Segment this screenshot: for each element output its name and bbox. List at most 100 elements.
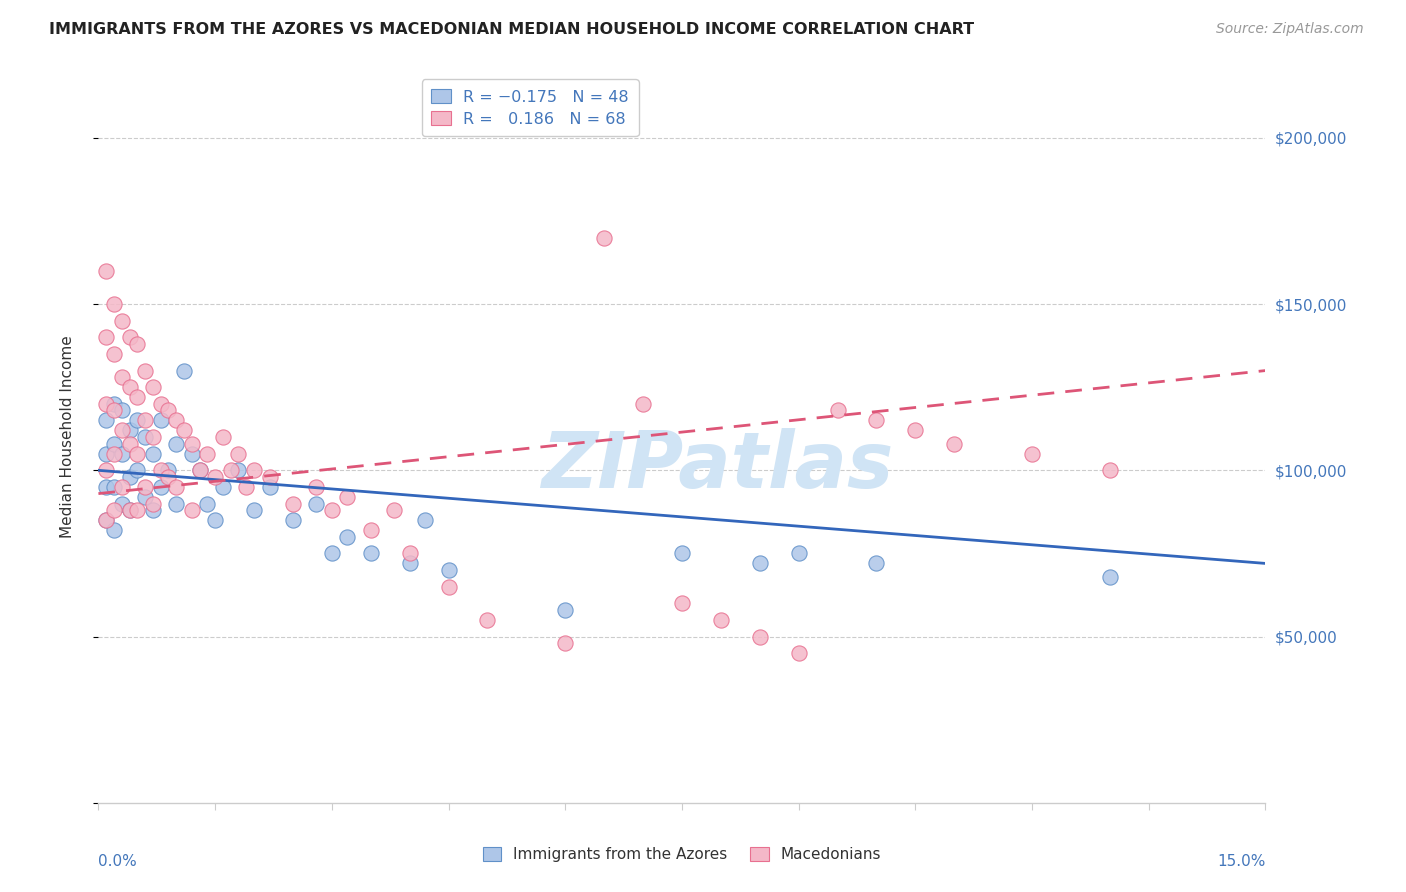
Point	[149, 463, 172, 477]
Point	[103, 523, 125, 537]
Point	[142, 447, 165, 461]
Point	[554, 603, 576, 617]
Point	[157, 463, 180, 477]
Point	[96, 413, 118, 427]
Point	[827, 403, 849, 417]
Point	[865, 557, 887, 571]
Point	[259, 470, 281, 484]
Point	[96, 513, 118, 527]
Point	[219, 463, 242, 477]
Point	[127, 447, 149, 461]
Point	[554, 636, 576, 650]
Point	[165, 497, 187, 511]
Point	[787, 646, 810, 660]
Point	[235, 480, 257, 494]
Point	[96, 447, 118, 461]
Point	[437, 563, 460, 577]
Text: ZIPatlas: ZIPatlas	[541, 428, 893, 504]
Point	[204, 513, 226, 527]
Point	[1021, 447, 1043, 461]
Point	[195, 447, 218, 461]
Point	[142, 503, 165, 517]
Point	[96, 264, 118, 278]
Point	[382, 503, 405, 517]
Point	[173, 363, 195, 377]
Point	[111, 403, 134, 417]
Point	[593, 230, 616, 244]
Text: IMMIGRANTS FROM THE AZORES VS MACEDONIAN MEDIAN HOUSEHOLD INCOME CORRELATION CHA: IMMIGRANTS FROM THE AZORES VS MACEDONIAN…	[49, 22, 974, 37]
Point	[212, 430, 235, 444]
Point	[96, 330, 118, 344]
Point	[103, 347, 125, 361]
Point	[134, 430, 156, 444]
Point	[243, 463, 266, 477]
Point	[127, 390, 149, 404]
Point	[360, 546, 382, 560]
Point	[127, 413, 149, 427]
Point	[180, 447, 202, 461]
Point	[671, 596, 693, 610]
Point	[228, 447, 250, 461]
Point	[165, 413, 187, 427]
Point	[865, 413, 887, 427]
Point	[195, 497, 218, 511]
Point	[103, 447, 125, 461]
Point	[204, 470, 226, 484]
Point	[631, 397, 654, 411]
Point	[111, 314, 134, 328]
Point	[321, 503, 343, 517]
Point	[149, 397, 172, 411]
Point	[142, 430, 165, 444]
Point	[477, 613, 499, 627]
Point	[96, 463, 118, 477]
Point	[413, 513, 436, 527]
Point	[398, 546, 420, 560]
Point	[111, 370, 134, 384]
Point	[710, 613, 733, 627]
Point	[118, 503, 141, 517]
Point	[228, 463, 250, 477]
Point	[243, 503, 266, 517]
Point	[321, 546, 343, 560]
Point	[943, 436, 966, 450]
Point	[212, 480, 235, 494]
Point	[336, 530, 359, 544]
Point	[259, 480, 281, 494]
Point	[118, 380, 141, 394]
Point	[142, 497, 165, 511]
Point	[103, 480, 125, 494]
Point	[165, 480, 187, 494]
Point	[127, 463, 149, 477]
Text: Source: ZipAtlas.com: Source: ZipAtlas.com	[1216, 22, 1364, 37]
Point	[281, 497, 304, 511]
Text: 0.0%: 0.0%	[98, 854, 138, 869]
Point	[111, 497, 134, 511]
Point	[305, 497, 328, 511]
Point	[103, 503, 125, 517]
Point	[96, 480, 118, 494]
Point	[118, 503, 141, 517]
Point	[748, 557, 770, 571]
Point	[180, 436, 202, 450]
Point	[118, 470, 141, 484]
Point	[127, 337, 149, 351]
Point	[671, 546, 693, 560]
Point	[180, 503, 202, 517]
Text: 15.0%: 15.0%	[1218, 854, 1265, 869]
Point	[96, 397, 118, 411]
Point	[111, 424, 134, 438]
Point	[1098, 570, 1121, 584]
Point	[1098, 463, 1121, 477]
Point	[149, 480, 172, 494]
Point	[118, 436, 141, 450]
Point	[904, 424, 927, 438]
Point	[134, 413, 156, 427]
Point	[103, 436, 125, 450]
Point	[398, 557, 420, 571]
Point	[134, 363, 156, 377]
Point	[127, 503, 149, 517]
Point	[437, 580, 460, 594]
Point	[360, 523, 382, 537]
Point	[281, 513, 304, 527]
Point	[103, 397, 125, 411]
